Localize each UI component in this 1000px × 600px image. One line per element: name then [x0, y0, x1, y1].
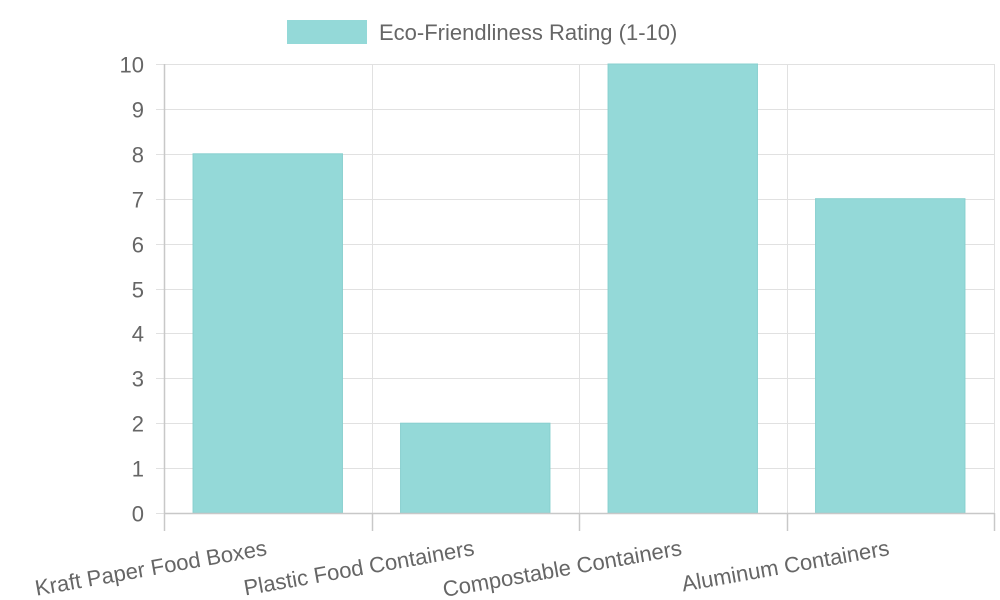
y-tick-label: 6 — [132, 233, 144, 258]
y-tick-label: 2 — [132, 412, 144, 437]
y-tick-label: 0 — [132, 502, 144, 527]
y-tick-label: 7 — [132, 188, 144, 213]
y-tick-label: 9 — [132, 98, 144, 123]
legend[interactable]: Eco-Friendliness Rating (1-10) — [287, 20, 677, 45]
y-tick-label: 5 — [132, 278, 144, 303]
legend-swatch — [287, 20, 367, 44]
bar[interactable] — [815, 198, 966, 514]
x-category-label: Compostable Containers — [441, 535, 684, 600]
x-category-label: Plastic Food Containers — [242, 535, 476, 600]
bar[interactable] — [192, 153, 343, 514]
y-axis-tick-labels: 0 1 2 3 4 5 6 7 8 9 10 — [120, 53, 144, 527]
y-tick-label: 1 — [132, 457, 144, 482]
y-tick-label: 10 — [120, 53, 144, 78]
y-tick-label: 8 — [132, 143, 144, 168]
y-tick-label: 4 — [132, 322, 144, 347]
axes — [156, 64, 996, 531]
y-tick-label: 3 — [132, 367, 144, 392]
legend-label: Eco-Friendliness Rating (1-10) — [379, 20, 677, 45]
x-category-label: Aluminum Containers — [680, 535, 891, 596]
x-category-label: Kraft Paper Food Boxes — [33, 535, 269, 600]
bar[interactable] — [607, 63, 758, 514]
bar[interactable] — [400, 422, 551, 514]
bars — [192, 63, 966, 514]
